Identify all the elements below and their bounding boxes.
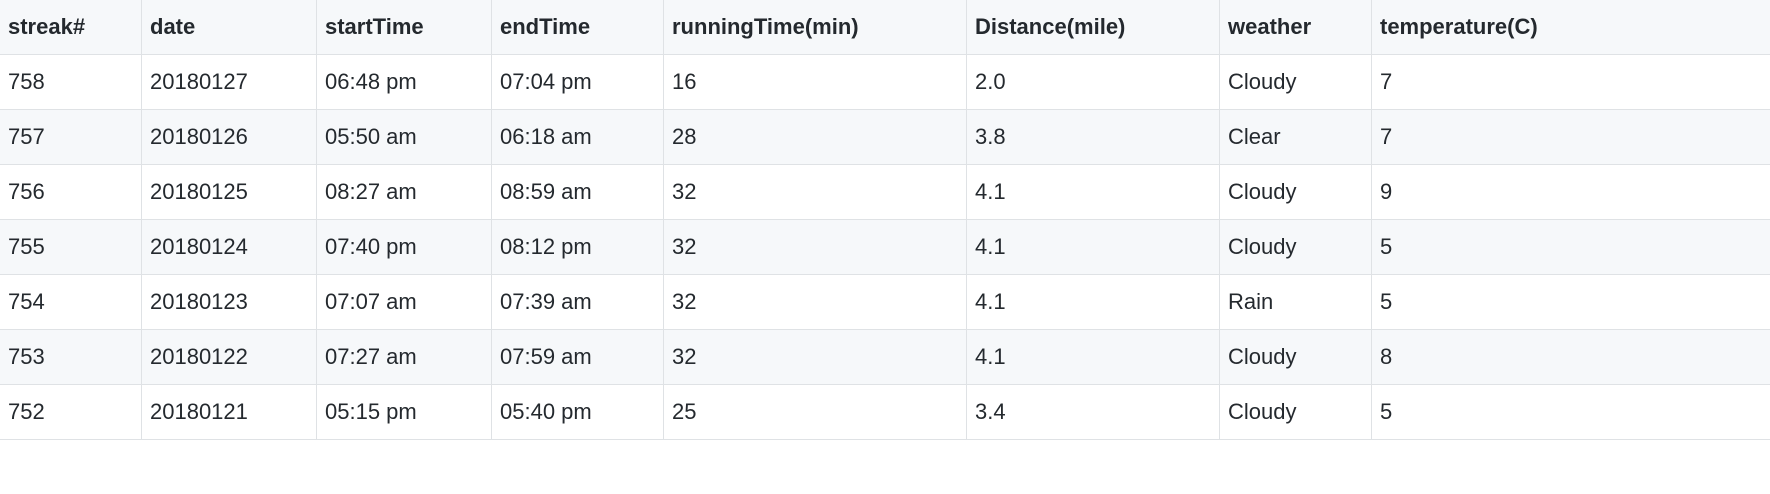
cell-distance: 3.8 <box>966 109 1220 165</box>
cell-running-time: 32 <box>663 329 967 385</box>
cell-date: 20180121 <box>141 384 317 440</box>
cell-distance: 2.0 <box>966 54 1220 110</box>
cell-running-time: 32 <box>663 219 967 275</box>
table-row: 757 20180126 05:50 am 06:18 am 28 3.8 Cl… <box>0 109 1770 165</box>
cell-weather: Cloudy <box>1219 54 1372 110</box>
table-row: 758 20180127 06:48 pm 07:04 pm 16 2.0 Cl… <box>0 54 1770 110</box>
cell-date: 20180127 <box>141 54 317 110</box>
cell-date: 20180124 <box>141 219 317 275</box>
cell-weather: Cloudy <box>1219 164 1372 220</box>
cell-start-time: 07:40 pm <box>316 219 492 275</box>
cell-start-time: 07:07 am <box>316 274 492 330</box>
header-date: date <box>141 0 317 55</box>
header-row: streak# date startTime endTime runningTi… <box>0 0 1770 55</box>
cell-end-time: 07:59 am <box>491 329 664 385</box>
cell-streak: 754 <box>0 274 142 330</box>
header-end-time: endTime <box>491 0 664 55</box>
cell-start-time: 08:27 am <box>316 164 492 220</box>
cell-running-time: 28 <box>663 109 967 165</box>
cell-date: 20180125 <box>141 164 317 220</box>
header-running-time: runningTime(min) <box>663 0 967 55</box>
header-weather: weather <box>1219 0 1372 55</box>
cell-distance: 4.1 <box>966 219 1220 275</box>
cell-temperature: 5 <box>1371 219 1770 275</box>
header-distance: Distance(mile) <box>966 0 1220 55</box>
cell-end-time: 05:40 pm <box>491 384 664 440</box>
cell-start-time: 05:50 am <box>316 109 492 165</box>
table-body: 758 20180127 06:48 pm 07:04 pm 16 2.0 Cl… <box>0 54 1770 440</box>
cell-distance: 4.1 <box>966 274 1220 330</box>
cell-weather: Cloudy <box>1219 219 1372 275</box>
cell-temperature: 8 <box>1371 329 1770 385</box>
cell-end-time: 06:18 am <box>491 109 664 165</box>
table-row: 754 20180123 07:07 am 07:39 am 32 4.1 Ra… <box>0 274 1770 330</box>
cell-weather: Clear <box>1219 109 1372 165</box>
cell-end-time: 07:04 pm <box>491 54 664 110</box>
cell-date: 20180122 <box>141 329 317 385</box>
cell-running-time: 25 <box>663 384 967 440</box>
cell-date: 20180126 <box>141 109 317 165</box>
cell-streak: 756 <box>0 164 142 220</box>
cell-end-time: 07:39 am <box>491 274 664 330</box>
header-streak: streak# <box>0 0 142 55</box>
cell-start-time: 05:15 pm <box>316 384 492 440</box>
table-row: 753 20180122 07:27 am 07:59 am 32 4.1 Cl… <box>0 329 1770 385</box>
cell-distance: 3.4 <box>966 384 1220 440</box>
cell-streak: 753 <box>0 329 142 385</box>
cell-streak: 758 <box>0 54 142 110</box>
cell-running-time: 32 <box>663 274 967 330</box>
cell-distance: 4.1 <box>966 164 1220 220</box>
cell-date: 20180123 <box>141 274 317 330</box>
cell-streak: 755 <box>0 219 142 275</box>
header-start-time: startTime <box>316 0 492 55</box>
table-row: 755 20180124 07:40 pm 08:12 pm 32 4.1 Cl… <box>0 219 1770 275</box>
cell-end-time: 08:59 am <box>491 164 664 220</box>
cell-running-time: 16 <box>663 54 967 110</box>
cell-temperature: 5 <box>1371 384 1770 440</box>
running-log-table: streak# date startTime endTime runningTi… <box>0 0 1770 440</box>
cell-temperature: 7 <box>1371 109 1770 165</box>
cell-end-time: 08:12 pm <box>491 219 664 275</box>
cell-running-time: 32 <box>663 164 967 220</box>
cell-distance: 4.1 <box>966 329 1220 385</box>
table-row: 756 20180125 08:27 am 08:59 am 32 4.1 Cl… <box>0 164 1770 220</box>
cell-streak: 752 <box>0 384 142 440</box>
cell-start-time: 06:48 pm <box>316 54 492 110</box>
header-temperature: temperature(C) <box>1371 0 1770 55</box>
cell-weather: Cloudy <box>1219 384 1372 440</box>
cell-weather: Rain <box>1219 274 1372 330</box>
cell-temperature: 7 <box>1371 54 1770 110</box>
cell-streak: 757 <box>0 109 142 165</box>
cell-temperature: 9 <box>1371 164 1770 220</box>
table-header: streak# date startTime endTime runningTi… <box>0 0 1770 55</box>
cell-start-time: 07:27 am <box>316 329 492 385</box>
cell-temperature: 5 <box>1371 274 1770 330</box>
cell-weather: Cloudy <box>1219 329 1372 385</box>
table-row: 752 20180121 05:15 pm 05:40 pm 25 3.4 Cl… <box>0 384 1770 440</box>
